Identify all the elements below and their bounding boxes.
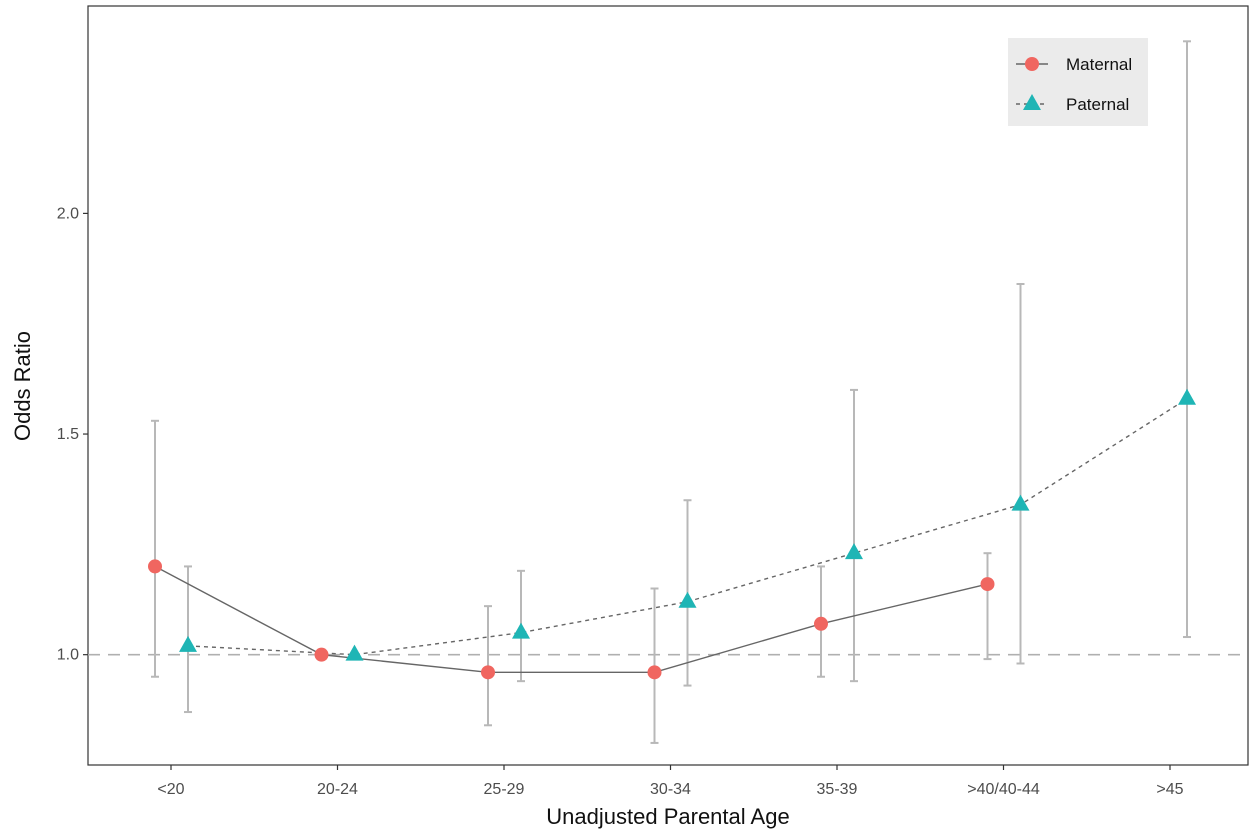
paternal-point [345, 644, 364, 661]
x-tick-label: 20-24 [317, 781, 358, 798]
maternal-line [154, 565, 988, 674]
legend-box [1008, 38, 1148, 126]
x-tick-label: >45 [1156, 781, 1183, 798]
paternal-errorbar [850, 388, 858, 683]
y-axis-title: Odds Ratio [10, 331, 35, 441]
y-tick-label: 1.5 [57, 426, 79, 443]
paternal-point [512, 622, 530, 639]
maternal-point [314, 647, 329, 662]
y-tick-label: 2.0 [57, 205, 79, 222]
paternal-point [1178, 388, 1196, 405]
x-tick-label: 35-39 [817, 781, 858, 798]
legend-paternal-label: Paternal [1066, 95, 1129, 114]
paternal-errorbar [1016, 283, 1025, 665]
paternal-point [845, 543, 863, 560]
maternal-point [980, 577, 995, 592]
maternal-point [481, 665, 495, 680]
paternal-point [678, 591, 697, 608]
legend-maternal-label: Maternal [1066, 55, 1132, 74]
maternal-point [148, 559, 162, 574]
x-tick-label: 30-34 [650, 781, 691, 798]
maternal-errorbar [983, 552, 992, 661]
legend-paternal-marker [1023, 94, 1041, 110]
x-tick-label: >40/40-44 [967, 781, 1040, 798]
maternal-errorbar [151, 419, 159, 678]
x-tick-label: 25-29 [484, 781, 525, 798]
legend-maternal-marker [1025, 57, 1039, 71]
maternal-point [814, 616, 828, 631]
x-tick-label: <20 [157, 781, 184, 798]
y-tick-label: 1.0 [57, 647, 79, 664]
paternal-errorbar [1183, 40, 1191, 639]
x-axis-title: Unadjusted Parental Age [546, 804, 789, 829]
maternal-point [647, 665, 662, 680]
plot-panel [87, 5, 1249, 766]
paternal-point [1011, 494, 1030, 511]
paternal-point [179, 635, 197, 652]
